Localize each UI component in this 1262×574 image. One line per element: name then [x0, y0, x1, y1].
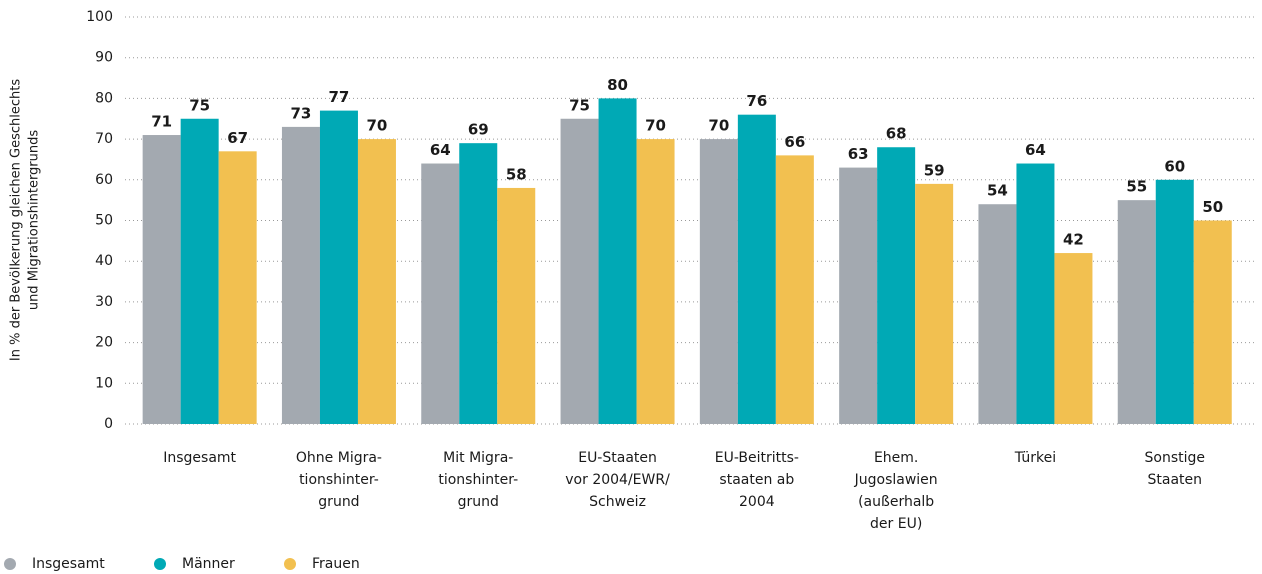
x-tick-label: tionshinter- — [299, 472, 379, 488]
y-tick-label: 0 — [104, 416, 113, 432]
y-tick-label: 50 — [95, 213, 113, 229]
value-label: 71 — [151, 113, 172, 131]
value-label: 70 — [708, 117, 729, 135]
y-tick-label: 60 — [95, 172, 113, 188]
value-label: 66 — [784, 133, 805, 151]
bar — [142, 135, 181, 424]
legend-swatch — [284, 558, 296, 570]
legend-label: Männer — [182, 556, 235, 572]
y-tick-label: 40 — [95, 253, 113, 269]
bar — [737, 114, 776, 425]
y-tick-label: 20 — [95, 335, 113, 351]
value-label: 54 — [987, 182, 1008, 200]
bar — [1193, 220, 1232, 424]
x-tick-label: Mit Migra- — [443, 450, 513, 466]
bar — [319, 110, 358, 425]
x-tick-label: vor 2004/EWR/ — [565, 472, 670, 488]
value-label: 70 — [367, 117, 388, 135]
bar — [281, 126, 320, 424]
bar — [877, 147, 916, 425]
bar — [497, 187, 536, 424]
y-tick-label: 90 — [95, 50, 113, 66]
value-label: 63 — [848, 145, 869, 163]
bar — [459, 143, 498, 425]
y-tick-label: 100 — [86, 9, 113, 25]
y-tick-label: 70 — [95, 131, 113, 147]
value-label: 50 — [1202, 198, 1223, 216]
x-tick-label: Türkei — [1014, 450, 1056, 466]
x-tick-label: Jugoslawien — [854, 472, 938, 488]
value-label: 64 — [430, 141, 451, 159]
bar — [1117, 200, 1156, 424]
value-label: 42 — [1063, 231, 1084, 249]
x-tick-label: EU-Staaten — [578, 450, 657, 466]
legend-label: Frauen — [312, 556, 360, 572]
y-tick-label: 80 — [95, 90, 113, 106]
bar — [180, 118, 219, 424]
x-tick-label: tionshinter- — [438, 472, 518, 488]
bar — [560, 118, 599, 424]
bar — [839, 167, 878, 424]
x-tick-label: grund — [458, 494, 499, 510]
legend-swatch — [4, 558, 16, 570]
legend-swatch — [154, 558, 166, 570]
value-label: 64 — [1025, 141, 1046, 159]
y-axis-label-line: und Migrationshintergrunds — [27, 130, 42, 311]
value-label: 73 — [291, 104, 312, 122]
x-tick-label: grund — [318, 494, 359, 510]
x-tick-label: Staaten — [1147, 472, 1202, 488]
bar — [636, 139, 675, 424]
bar — [978, 204, 1017, 424]
bar — [1054, 253, 1093, 424]
x-tick-label: Sonstige — [1145, 450, 1206, 466]
x-tick-label: 2004 — [739, 494, 775, 510]
bar — [699, 139, 738, 424]
x-tick-label: EU-Beitritts- — [715, 450, 799, 466]
y-axis-label: In % der Bevölkerung gleichen Geschlecht… — [9, 79, 42, 361]
x-tick-label: (außerhalb — [858, 494, 934, 510]
value-label: 60 — [1164, 157, 1185, 175]
value-label: 80 — [607, 76, 628, 94]
value-label: 75 — [569, 96, 590, 114]
x-tick-label: Schweiz — [589, 494, 646, 510]
bar — [357, 139, 396, 424]
value-label: 68 — [886, 125, 907, 143]
bar — [1016, 163, 1055, 424]
bar — [775, 155, 814, 424]
value-label: 75 — [189, 96, 210, 114]
x-tick-label: Ehem. — [874, 450, 918, 466]
value-label: 59 — [924, 161, 945, 179]
bar — [421, 163, 460, 424]
y-tick-label: 30 — [95, 294, 113, 310]
value-label: 76 — [746, 92, 767, 110]
value-label: 55 — [1126, 178, 1147, 196]
y-tick-label: 10 — [95, 375, 113, 391]
bar — [598, 98, 637, 425]
value-label: 77 — [329, 88, 350, 106]
x-tick-label: staaten ab — [719, 472, 794, 488]
value-label: 69 — [468, 121, 489, 139]
bar — [1155, 179, 1194, 424]
value-label: 67 — [227, 129, 248, 147]
bar — [915, 183, 954, 424]
x-tick-label: Insgesamt — [163, 450, 236, 466]
value-label: 70 — [645, 117, 666, 135]
bar — [218, 151, 257, 424]
legend-label: Insgesamt — [32, 556, 105, 572]
y-axis-label-line: In % der Bevölkerung gleichen Geschlecht… — [9, 79, 24, 361]
value-label: 58 — [506, 165, 527, 183]
x-tick-label: der EU) — [870, 516, 922, 532]
x-tick-label: Ohne Migra- — [296, 450, 382, 466]
